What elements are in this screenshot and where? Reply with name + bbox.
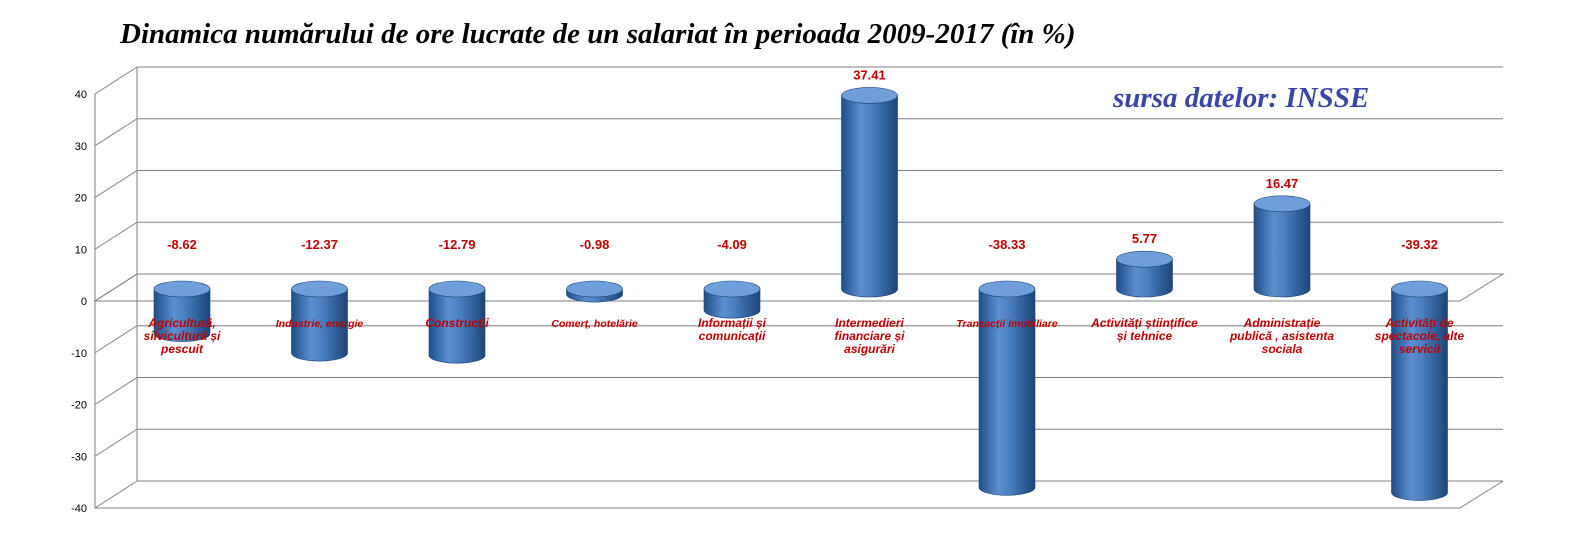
gridline-side-7 — [94, 428, 138, 457]
category-label-3: Comerț, hotelărie — [551, 318, 638, 330]
bar-8 — [1253, 195, 1311, 298]
bar-cap-2 — [428, 280, 486, 298]
bar-body-4 — [703, 288, 761, 319]
category-label-4: Informații și comunicații — [698, 316, 767, 343]
y-tick-label-8: -40 — [71, 503, 87, 515]
bar-body-2 — [428, 288, 486, 364]
y-tick-label-3: 10 — [75, 244, 87, 256]
y-tick-label-0: 40 — [75, 89, 87, 101]
value-label-5: 37.41 — [853, 67, 886, 82]
bar-cap-6 — [978, 280, 1036, 298]
value-label-0: -8.62 — [167, 237, 197, 252]
bar-7 — [1116, 250, 1173, 298]
category-label-5: Intermedieri financiare și asigurări — [834, 316, 905, 356]
category-label-9: Activități de spectacole, alte servicii — [1375, 316, 1465, 356]
value-label-9: -39.32 — [1401, 237, 1438, 252]
bar-cap-8 — [1253, 195, 1311, 213]
gridline-side-3 — [94, 221, 138, 250]
bar-cap-5 — [841, 87, 898, 104]
y-tick-label-5: -10 — [71, 348, 87, 360]
bar-cap-4 — [703, 280, 761, 298]
value-label-4: -4.09 — [717, 237, 747, 252]
bar-3 — [566, 280, 623, 303]
bar-4 — [703, 280, 761, 319]
value-label-6: -38.33 — [989, 237, 1026, 252]
category-label-7: Activități științifice și tehnice — [1090, 316, 1198, 343]
gridline-side-5 — [94, 325, 138, 354]
bar-cap-3 — [566, 280, 623, 298]
bar-body-7 — [1116, 258, 1173, 298]
value-label-2: -12.79 — [439, 237, 476, 252]
bar-cap-0 — [153, 280, 211, 298]
bar-body-0 — [153, 288, 211, 342]
value-label-3: -0.98 — [580, 237, 610, 252]
y-tick-label-1: 30 — [75, 141, 87, 153]
y-tick-label-7: -30 — [71, 451, 87, 463]
category-label-2: Construcții — [425, 316, 489, 330]
bar-5 — [841, 87, 898, 298]
value-label-1: -12.37 — [301, 237, 338, 252]
value-label-8: 16.47 — [1266, 176, 1299, 191]
y-tick-label-2: 20 — [75, 193, 87, 205]
bar-cap-1 — [291, 280, 348, 298]
gridline-side-1 — [94, 118, 138, 147]
category-label-6: Tranzacții imobiliare — [956, 318, 1057, 330]
category-label-1: Industrie, energie — [276, 318, 364, 330]
bar-body-1 — [291, 288, 348, 362]
chart-title: Dinamica numărului de ore lucrate de un … — [120, 18, 1076, 50]
floor-right — [1459, 480, 1504, 509]
bar-9 — [1391, 280, 1448, 501]
value-label-7: 5.77 — [1132, 231, 1157, 246]
bar-1 — [291, 280, 348, 362]
gridline-side-8 — [94, 480, 138, 509]
bar-cap-7 — [1116, 250, 1173, 268]
gridline-side-2 — [94, 170, 138, 198]
bar-0 — [153, 280, 211, 342]
y-tick-label-4: 0 — [81, 296, 87, 308]
category-label-8: Administrație publică , asistenta sociala — [1229, 316, 1334, 356]
bar-2 — [428, 280, 486, 364]
bar-body-5 — [841, 95, 898, 298]
gridline-side-6 — [94, 377, 138, 405]
gridline-side-0 — [94, 66, 138, 95]
bar-body-6 — [978, 288, 1036, 496]
category-label-0: Agricultură, silvicultură și pescuit — [144, 316, 221, 356]
bar-cap-9 — [1391, 280, 1448, 298]
source-annotation: sursa datelor: INSSE — [1113, 82, 1370, 114]
data-labels: -8.62 Agricultură, silvicultură și pescuit -… — [144, 67, 1465, 356]
bar-6 — [978, 280, 1036, 496]
bars — [153, 87, 1448, 501]
bar-body-9 — [1391, 288, 1448, 501]
bar-body-8 — [1253, 203, 1311, 298]
y-tick-label-6: -20 — [71, 400, 87, 412]
